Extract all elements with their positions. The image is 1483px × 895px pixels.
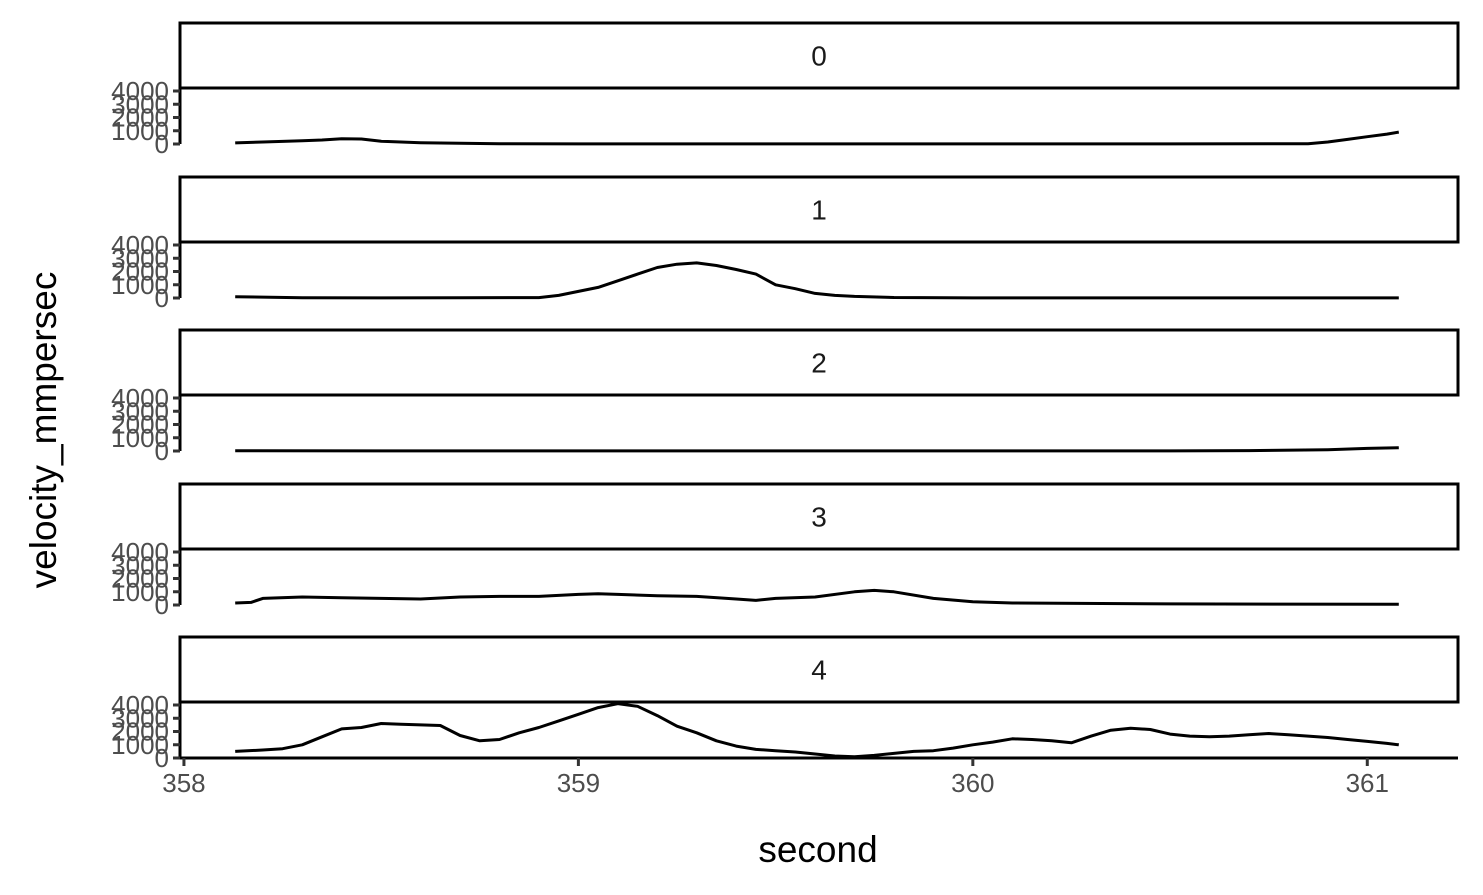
x-axis-title: second	[758, 829, 877, 870]
y-tick-label: 2000	[111, 717, 169, 747]
x-axis: 358 359 360 361	[162, 756, 1458, 798]
y-tick-label: 1000	[111, 577, 169, 607]
series-line-facet-1	[235, 261, 1399, 300]
facet-strip-label: 4	[811, 655, 827, 686]
facet-strip-label: 3	[811, 502, 827, 533]
y-axis-title: velocity_mmpersec	[23, 272, 64, 589]
y-tick-label: 1000	[111, 116, 169, 146]
facet-strip-label: 2	[811, 348, 827, 379]
y-tick-label: 4000	[111, 537, 169, 567]
y-tick-label: 1000	[111, 423, 169, 453]
facet-panels: 0010002000300040001010002000300040002010…	[111, 21, 1460, 773]
facet-strip	[178, 635, 1460, 704]
y-tick-label: 0	[155, 283, 169, 313]
x-tick-label: 358	[162, 768, 205, 798]
y-tick-label: 0	[155, 743, 169, 773]
x-tick-label: 360	[951, 768, 994, 798]
y-tick-label: 3000	[111, 396, 169, 426]
facet-strip	[178, 175, 1460, 244]
facet-strip	[178, 482, 1460, 551]
facet-strip-label: 0	[811, 41, 827, 72]
y-tick-label: 3000	[111, 550, 169, 580]
y-tick-label: 1000	[111, 270, 169, 300]
y-tick-label: 3000	[111, 703, 169, 733]
y-tick-label: 2000	[111, 257, 169, 287]
y-tick-label: 4000	[111, 230, 169, 260]
facet-strip	[178, 21, 1460, 90]
y-tick-label: 2000	[111, 410, 169, 440]
series-line-facet-3	[235, 588, 1399, 606]
y-tick-label: 2000	[111, 564, 169, 594]
y-tick-label: 4000	[111, 690, 169, 720]
series-line-facet-0	[235, 130, 1400, 146]
facet-strip	[178, 328, 1460, 397]
y-tick-label: 2000	[111, 103, 169, 133]
y-tick-label: 3000	[111, 89, 169, 119]
x-tick-label: 359	[557, 768, 600, 798]
y-tick-label: 4000	[111, 383, 169, 413]
series-line-facet-2	[235, 446, 1399, 453]
y-tick-label: 0	[155, 129, 169, 159]
series-line-facet-4	[235, 702, 1399, 759]
y-tick-label: 3000	[111, 243, 169, 273]
y-tick-label: 4000	[111, 76, 169, 106]
y-tick-label: 0	[155, 436, 169, 466]
y-tick-label: 1000	[111, 730, 169, 760]
facet-strip-label: 1	[811, 195, 827, 226]
x-tick-label: 361	[1346, 768, 1389, 798]
y-tick-label: 0	[155, 590, 169, 620]
